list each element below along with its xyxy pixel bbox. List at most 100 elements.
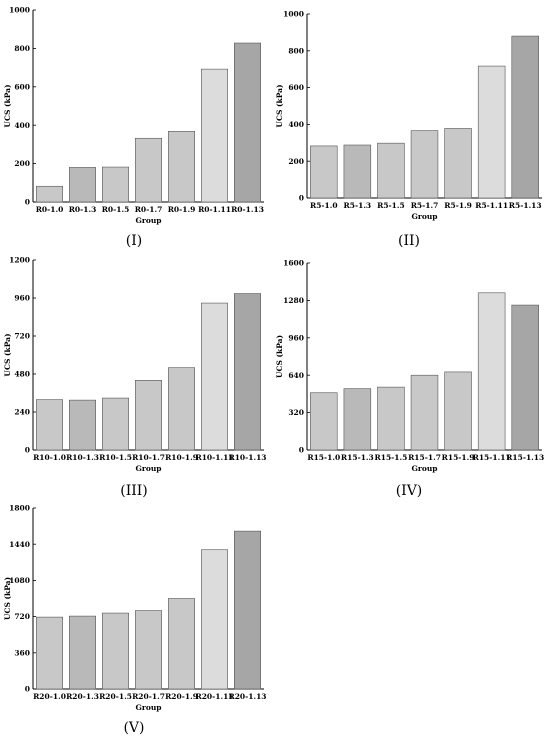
x-tick-label: R20-1.7 (132, 692, 165, 701)
y-tick-label: 960 (14, 294, 30, 303)
bar-R0-1.3 (69, 167, 97, 203)
y-tick-label: 240 (14, 408, 30, 417)
bar-R15-1.13 (511, 304, 539, 451)
bar-chart-5: 0 360 720 1080 1440 1800 R20-1.0 R20-1.3 R20-1.5… (3, 504, 267, 712)
bar-R20-1.5 (102, 612, 130, 690)
bar-R20-1.7 (135, 610, 163, 690)
x-tick-label: R15-1.5 (375, 453, 408, 462)
y-axis-label: UCS (kPa) (3, 84, 12, 127)
y-tick-label: 1280 (283, 296, 304, 305)
panel-label-4: (IV) (395, 483, 423, 499)
bar-R15-1.7 (410, 374, 439, 451)
y-tick-label: 1000 (283, 10, 304, 19)
x-tick-label: R10-1.13 (228, 453, 266, 462)
bar-R10-1.7 (135, 380, 163, 451)
bar-R5-1.5 (377, 142, 405, 199)
chart-panel-1: 0 200 400 600 800 1000 R0-1.0 R0-1.3 R0-1.5 R0-1.… (0, 0, 272, 235)
x-axis-label: Group (411, 464, 437, 473)
bar-chart-4: 0 320 640 960 1280 1600 R15-1.0 R15-1.3 R15-1.5 R… (275, 259, 544, 473)
y-tick-label: 1080 (9, 576, 30, 585)
bar-R5-1.7 (410, 130, 439, 199)
x-tick-label: R10-1.0 (33, 453, 66, 462)
y-axis-label: UCS (kPa) (275, 84, 284, 127)
x-tick-label: R0-1.0 (36, 205, 64, 214)
y-tick-label: 720 (14, 612, 30, 621)
x-tick-label: R5-1.13 (509, 201, 542, 210)
bar-R15-1.0 (310, 392, 338, 451)
x-tick-label: R0-1.13 (231, 205, 264, 214)
x-tick-label: R0-1.11 (198, 205, 231, 214)
y-tick-label: 200 (14, 159, 30, 168)
bar-R20-1.9 (168, 598, 196, 690)
x-tick-label: R0-1.9 (168, 205, 196, 214)
bar-R10-1.13 (234, 293, 262, 451)
bar-R15-1.11 (477, 292, 506, 451)
bar-R10-1.3 (69, 399, 97, 451)
x-tick-label: R0-1.3 (69, 205, 97, 214)
x-tick-label: R5-1.11 (475, 201, 508, 210)
x-tick-label: R20-1.5 (99, 692, 132, 701)
y-tick-label: 720 (14, 332, 30, 341)
bar-R15-1.9 (444, 371, 472, 451)
y-tick-label: 320 (288, 408, 304, 417)
x-tick-label: R20-1.11 (195, 692, 233, 701)
bar-R0-1.5 (102, 166, 130, 203)
bar-R20-1.11 (201, 549, 229, 690)
bar-R0-1.7 (135, 137, 163, 203)
y-tick-label: 0 (25, 446, 30, 455)
y-axis-label: UCS (kPa) (3, 577, 12, 620)
bar-R20-1.13 (234, 530, 262, 690)
y-tick-label: 1600 (283, 259, 304, 268)
panel-label-1: (I) (125, 233, 143, 249)
y-axis-label: UCS (kPa) (275, 335, 284, 378)
panel-label-5: (V) (123, 720, 145, 736)
bar-R20-1.0 (35, 616, 63, 690)
y-tick-label: 1200 (9, 256, 30, 265)
bar-R0-1.0 (35, 185, 63, 203)
x-tick-label: R5-1.5 (377, 201, 405, 210)
bar-R0-1.13 (234, 42, 262, 203)
bar-R5-1.9 (444, 128, 472, 199)
y-tick-label: 0 (25, 198, 30, 207)
chart-panel-2: 0 200 400 600 800 1000 R5-1.0 R5-1.3 R5-1.5 R5-1.… (272, 0, 547, 235)
y-tick-label: 200 (288, 157, 304, 166)
chart-panel-3: 0 240 480 720 960 1200 R10-1.0 R10-1.3 R10-1.5 R1… (0, 252, 272, 482)
x-tick-label: R15-1.3 (341, 453, 374, 462)
x-tick-label: R5-1.7 (411, 201, 439, 210)
y-tick-label: 600 (14, 82, 30, 91)
y-tick-label: 400 (14, 121, 30, 130)
x-tick-label: R5-1.0 (310, 201, 338, 210)
x-tick-label: R15-1.0 (307, 453, 340, 462)
y-tick-label: 960 (288, 333, 304, 342)
x-axis-label: Group (411, 212, 437, 221)
x-tick-label: R20-1.3 (66, 692, 99, 701)
y-axis-label: UCS (kPa) (3, 333, 12, 376)
x-tick-label: R10-1.11 (195, 453, 233, 462)
bar-R10-1.11 (201, 302, 229, 451)
x-tick-label: R20-1.13 (228, 692, 266, 701)
x-tick-label: R20-1.0 (33, 692, 66, 701)
chart-panel-5: 0 360 720 1080 1440 1800 R20-1.0 R20-1.3 R20-1.5… (0, 500, 272, 718)
y-tick-label: 1440 (9, 540, 30, 549)
bar-R20-1.3 (69, 615, 97, 690)
y-tick-label: 0 (299, 446, 304, 455)
y-tick-label: 600 (288, 83, 304, 92)
x-tick-label: R20-1.9 (165, 692, 198, 701)
x-tick-label: R0-1.5 (102, 205, 130, 214)
bar-chart-1: 0 200 400 600 800 1000 R0-1.0 R0-1.3 R0-1.5 R0-1.… (3, 6, 264, 225)
x-tick-label: R10-1.5 (99, 453, 132, 462)
y-tick-label: 400 (288, 120, 304, 129)
x-tick-label: R0-1.7 (135, 205, 163, 214)
bar-R10-1.0 (35, 399, 63, 451)
bar-R5-1.3 (343, 144, 372, 199)
bar-chart-2: 0 200 400 600 800 1000 R5-1.0 R5-1.3 R5-1.5 R5-1.… (275, 10, 542, 221)
x-axis-label: Group (135, 464, 161, 473)
x-tick-label: R10-1.9 (165, 453, 198, 462)
y-tick-label: 640 (288, 371, 304, 380)
bar-R5-1.11 (477, 65, 506, 199)
bar-R0-1.9 (168, 131, 196, 203)
bar-R10-1.9 (168, 367, 196, 451)
y-tick-label: 480 (14, 370, 30, 379)
bar-R15-1.5 (377, 386, 405, 451)
x-tick-label: R15-1.11 (473, 453, 511, 462)
